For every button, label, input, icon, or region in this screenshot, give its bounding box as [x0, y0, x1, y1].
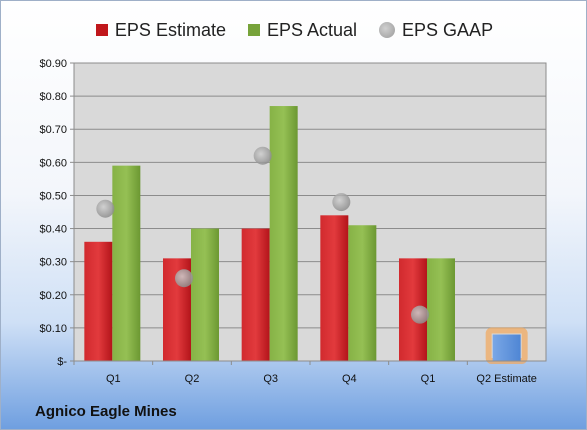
legend-label-eps-actual: EPS Actual	[266, 19, 358, 40]
y-tick-label: $0.30	[39, 257, 67, 269]
bar-eps-estimate	[84, 241, 113, 361]
x-tick-label: Q1	[106, 373, 121, 385]
plot-area	[73, 62, 547, 362]
y-tick-label: $-	[57, 356, 67, 368]
legend-item-eps-estimate: EPS Estimate	[95, 19, 226, 41]
legend-item-eps-actual: EPS Actual	[247, 19, 358, 41]
x-tick-label: Q3	[263, 373, 278, 385]
marker-eps-gaap	[253, 146, 272, 165]
bar-eps-actual	[427, 258, 455, 361]
bar-q2-estimate	[492, 334, 521, 361]
y-axis: $- $0.10 $0.20 $0.30 $0.40 $0.50 $0.60 $0.70 $0.…	[39, 58, 74, 368]
marker-eps-gaap	[332, 193, 351, 212]
bar-eps-estimate	[320, 215, 349, 361]
y-tick-label: $0.20	[39, 290, 67, 302]
y-tick-label: $0.90	[39, 58, 67, 70]
grid-lines	[74, 62, 546, 329]
legend-marker-eps-gaap	[379, 22, 396, 38]
bars	[84, 106, 528, 364]
x-tick-label: Q4	[342, 373, 357, 385]
marker-eps-gaap	[411, 305, 429, 324]
y-tick-label: $0.80	[39, 91, 67, 103]
legend-label-eps-estimate: EPS Estimate	[114, 19, 226, 40]
marker-eps-gaap	[96, 199, 115, 218]
y-tick-label: $0.10	[39, 323, 67, 335]
chart-legend: EPS Estimate EPS Actual EPS GAAP	[1, 15, 586, 45]
x-axis: Q1 Q2 Q3 Q4 Q1 Q2 Estimate	[73, 360, 546, 385]
legend-label-eps-gaap: EPS GAAP	[402, 19, 494, 40]
bar-eps-actual	[269, 106, 298, 362]
y-tick-label: $0.70	[39, 124, 67, 136]
company-name: Agnico Eagle Mines	[35, 403, 177, 420]
y-tick-label: $0.50	[39, 190, 67, 202]
x-tick-label: Q2	[185, 373, 200, 385]
y-tick-label: $0.60	[39, 157, 67, 169]
x-tick-label: Q2 Estimate	[476, 373, 537, 385]
legend-item-eps-gaap: EPS GAAP	[379, 20, 493, 41]
y-tick-label: $0.40	[39, 224, 67, 236]
marker-eps-gaap	[175, 269, 193, 288]
x-tick-label: Q1	[421, 373, 436, 385]
bar-eps-actual	[348, 225, 377, 361]
legend-swatch-eps-actual	[247, 24, 260, 36]
legend-swatch-eps-estimate	[95, 24, 108, 36]
bar-eps-actual	[191, 228, 219, 361]
bar-eps-actual	[112, 165, 141, 361]
bar-eps-estimate	[241, 228, 270, 361]
